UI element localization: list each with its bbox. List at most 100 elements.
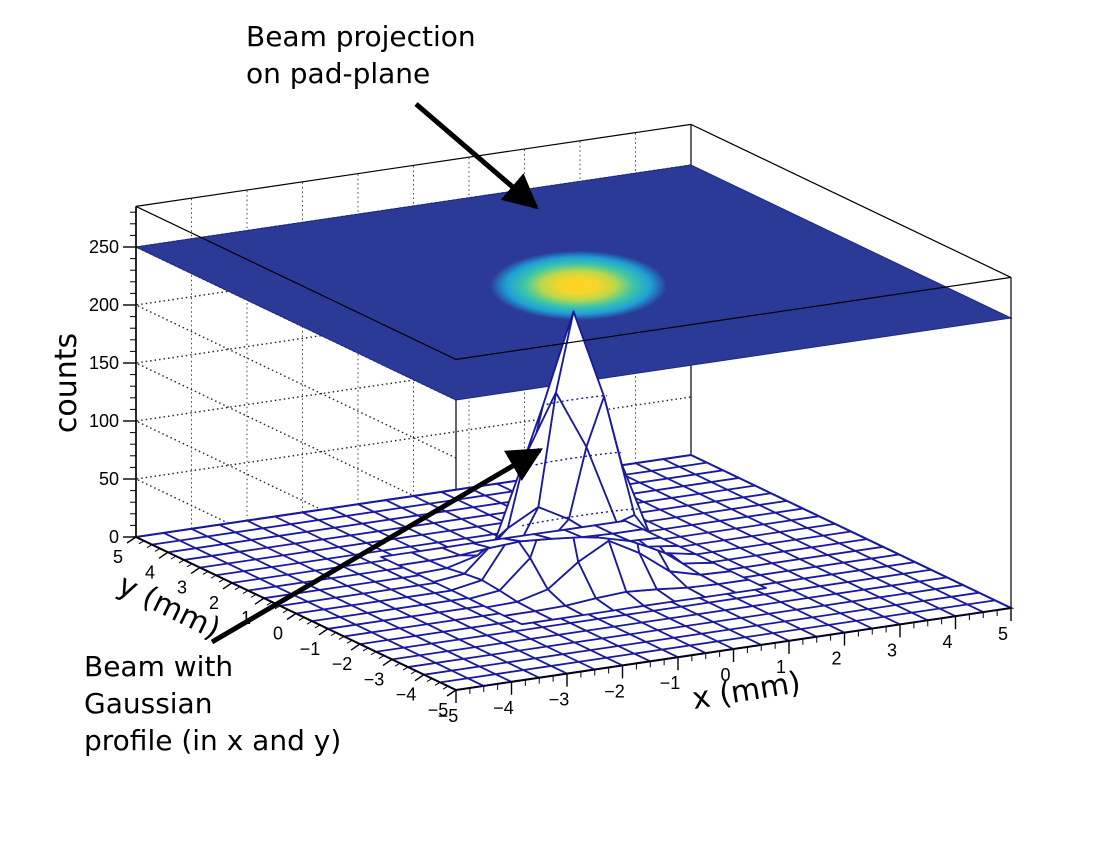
y-minor-tick: [178, 559, 185, 564]
y-minor-tick: [338, 636, 345, 640]
y-minor-tick: [162, 551, 169, 556]
y-minor-tick: [194, 567, 201, 572]
projection-beam-spot: [490, 250, 667, 321]
annotation-beam-line-1: Beam with: [84, 650, 234, 683]
y-tick-label: 0: [273, 624, 283, 644]
gridline-z: [133, 222, 692, 459]
y-minor-tick: [306, 620, 313, 625]
y-minor-tick: [346, 639, 353, 644]
arrow-to-projection: [414, 102, 539, 210]
y-minor-tick: [154, 548, 161, 552]
y-minor-tick: [242, 590, 249, 594]
x-tick-label: 1: [776, 657, 786, 677]
y-minor-tick: [314, 624, 321, 629]
y-minor-tick: [322, 628, 329, 633]
annotation-beam: Beam with Gaussian profile (in x and y): [84, 648, 341, 759]
projection-plane: [134, 164, 1013, 401]
gridline-z: [133, 280, 692, 517]
y-minor-tick: [258, 597, 265, 602]
y-minor-tick: [138, 540, 145, 545]
x-tick-label: 5: [998, 624, 1008, 644]
annotation-beam-line-2: Gaussian: [84, 687, 213, 720]
gaussian-surface: [380, 310, 767, 626]
y-minor-tick: [434, 681, 441, 686]
floor-mesh-line: [662, 458, 984, 613]
annotation-projection-line-1: Beam projection: [246, 20, 476, 53]
annotation-beam-line-3: profile (in x and y): [84, 724, 342, 757]
x-tick-label: −1: [660, 673, 681, 693]
x-tick-label: −4: [493, 698, 514, 718]
y-tick-label: −4: [396, 685, 417, 705]
y-minor-tick: [386, 658, 393, 663]
z-tick-label: 50: [99, 469, 119, 489]
annotation-projection: Beam projection on pad-plane: [246, 18, 476, 92]
x-tick-label: 4: [942, 632, 952, 652]
y-minor-tick: [250, 593, 257, 598]
surface-iso-line: [521, 508, 639, 527]
y-minor-tick: [218, 578, 225, 583]
floor-mesh-line: [199, 484, 756, 569]
y-minor-tick: [330, 632, 337, 637]
y-minor-tick: [410, 670, 417, 675]
floor-mesh-line: [607, 466, 929, 622]
z-tick-label: 200: [89, 295, 119, 315]
arrow-to-beam: [210, 447, 544, 645]
y-minor-tick: [370, 651, 377, 656]
y-axis-label: y (mm): [112, 568, 225, 647]
y-tick-label: 2: [209, 593, 219, 613]
y-minor-tick: [234, 586, 241, 591]
x-tick-label: 2: [831, 649, 841, 669]
y-minor-tick: [226, 582, 233, 587]
y-minor-tick: [426, 678, 433, 682]
y-tick-label: 5: [113, 547, 123, 567]
y-minor-tick: [298, 616, 305, 621]
floor-mesh-line: [215, 492, 772, 577]
surface-facet: [380, 551, 431, 567]
y-minor-tick: [442, 685, 449, 690]
y-tick-label: −5: [428, 700, 449, 720]
x-tick-label: 0: [720, 665, 730, 685]
y-tick-label: −3: [364, 669, 385, 689]
y-minor-tick: [378, 655, 385, 660]
x-axis-label: x (mm): [690, 665, 803, 717]
y-minor-tick: [418, 674, 425, 679]
y-minor-tick: [202, 570, 209, 575]
z-tick-label: 250: [89, 237, 119, 257]
front-edges: [135, 123, 1012, 608]
y-minor-tick: [450, 689, 457, 694]
box-front-edge: [455, 276, 1012, 360]
y-minor-tick: [402, 666, 409, 671]
annotation-projection-line-2: on pad-plane: [246, 57, 431, 90]
y-minor-tick: [274, 605, 281, 610]
y-minor-tick: [394, 662, 401, 667]
z-tick-label: 0: [109, 527, 119, 547]
y-minor-tick: [266, 601, 273, 606]
box-front-edge: [135, 205, 457, 360]
x-tick-label: −3: [549, 690, 570, 710]
y-minor-tick: [354, 643, 361, 648]
z-tick-label: 150: [89, 353, 119, 373]
x-tick-label: 3: [887, 640, 897, 660]
y-minor-tick: [210, 574, 217, 579]
y-minor-tick: [170, 555, 177, 560]
box-front-edge: [690, 123, 1012, 278]
z-axis-label: counts: [49, 333, 84, 433]
floor-mesh-line: [690, 454, 1012, 609]
y-tick-label: 4: [145, 562, 155, 582]
floor-mesh-line: [183, 477, 740, 561]
floor-mesh-line: [635, 462, 956, 618]
y-minor-tick: [146, 544, 153, 549]
x-tick-label: −5: [438, 706, 459, 726]
surface-iso-line: [546, 395, 607, 406]
z-tick-label: 100: [89, 411, 119, 431]
x-tick-label: −2: [604, 681, 625, 701]
y-minor-tick: [290, 613, 297, 617]
y-minor-tick: [282, 609, 289, 614]
y-tick-label: −1: [300, 639, 321, 659]
y-tick-label: −2: [332, 654, 353, 674]
surface-iso-line: [535, 451, 621, 466]
y-tick-label: 1: [241, 608, 251, 628]
y-minor-tick: [362, 647, 369, 652]
floor-mesh: [132, 453, 1015, 692]
